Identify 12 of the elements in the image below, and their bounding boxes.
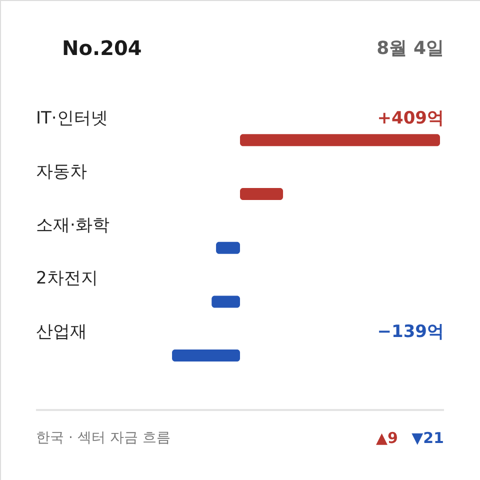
data-label: −139억 (377, 322, 444, 342)
y-tick-label: IT·인터넷 (36, 108, 108, 129)
y-tick-label: 자동차 (36, 162, 87, 182)
chart-title: No.204 (62, 36, 142, 60)
y-tick-label: 소재·화학 (36, 215, 110, 236)
data-label: +409억 (377, 108, 444, 129)
y-tick-label: 2차전지 (36, 268, 98, 289)
chart-subtitle: 8월 4일 (376, 38, 444, 59)
text: ▲9 (376, 429, 398, 447)
y-tick-label: 산업재 (36, 322, 87, 342)
text: ▼21 (412, 429, 444, 447)
text: 한국 · 섹터 자금 흐름 (36, 430, 170, 446)
